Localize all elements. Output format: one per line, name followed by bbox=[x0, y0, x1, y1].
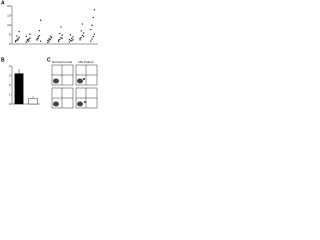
figure: A B C Normal Control MG Patient 05101520… bbox=[1, 0, 98, 109]
data-point bbox=[49, 35, 51, 37]
data-point bbox=[60, 37, 62, 39]
data-point bbox=[80, 30, 82, 32]
data-point bbox=[38, 34, 41, 37]
data-point bbox=[48, 38, 50, 40]
panel-label: B bbox=[1, 57, 5, 63]
data-point bbox=[81, 23, 84, 25]
data-point bbox=[90, 40, 92, 42]
panel-label: C bbox=[47, 57, 51, 63]
data-point bbox=[47, 41, 49, 44]
data-point bbox=[80, 36, 82, 39]
data-point bbox=[93, 33, 96, 36]
data-point bbox=[93, 9, 96, 11]
data-point bbox=[81, 34, 84, 37]
y-tick-label: 10 bbox=[7, 23, 11, 27]
data-point bbox=[68, 38, 71, 41]
data-point bbox=[37, 36, 39, 38]
data-point bbox=[71, 37, 73, 40]
y-tick-label: 1 bbox=[9, 92, 11, 96]
data-point bbox=[49, 38, 51, 41]
data-point bbox=[25, 35, 28, 38]
data-point bbox=[72, 39, 74, 41]
data-point bbox=[29, 37, 31, 39]
data-point bbox=[71, 40, 73, 42]
data-point bbox=[18, 30, 20, 33]
y-tick-label: 15 bbox=[7, 13, 11, 17]
y-tick-label: 3 bbox=[9, 73, 11, 77]
page: A B C Normal Control MG Patient 0 5 10 15 20… bbox=[0, 0, 100, 111]
panel-label: A bbox=[1, 0, 5, 6]
data-point bbox=[61, 34, 63, 36]
y-tick-label: 0 bbox=[9, 102, 11, 106]
bar bbox=[14, 73, 24, 105]
data-point bbox=[28, 38, 30, 40]
data-point bbox=[68, 41, 71, 43]
flow-heading: MG Patient bbox=[78, 60, 93, 64]
data-point bbox=[79, 39, 81, 41]
data-point bbox=[92, 16, 94, 19]
data-point bbox=[90, 28, 92, 31]
data-point bbox=[25, 41, 28, 43]
data-point bbox=[50, 36, 53, 38]
data-point bbox=[26, 39, 29, 41]
data-point bbox=[82, 35, 85, 38]
data-point bbox=[59, 32, 61, 35]
data-point bbox=[39, 19, 42, 21]
y-tick-label: 20 bbox=[7, 4, 11, 8]
data-point bbox=[16, 35, 18, 37]
y-tick-label: 5 bbox=[9, 32, 11, 36]
data-point bbox=[39, 40, 42, 42]
y-tick-label: 4 bbox=[9, 64, 11, 68]
bar bbox=[28, 98, 38, 105]
data-point bbox=[79, 37, 81, 39]
data-point bbox=[28, 40, 30, 43]
data-point bbox=[59, 38, 61, 41]
data-point bbox=[57, 40, 60, 43]
data-point bbox=[69, 39, 72, 42]
data-point bbox=[57, 39, 60, 41]
data-point bbox=[16, 39, 18, 41]
y-tick-label: 0 bbox=[9, 42, 11, 46]
data-point bbox=[17, 39, 19, 41]
data-point bbox=[61, 37, 63, 39]
data-point bbox=[47, 39, 49, 42]
data-point bbox=[17, 37, 19, 40]
data-point bbox=[92, 35, 94, 38]
data-point bbox=[37, 37, 39, 39]
data-point bbox=[38, 30, 41, 32]
data-point bbox=[69, 34, 72, 36]
data-point bbox=[82, 32, 85, 34]
data-point bbox=[18, 36, 20, 39]
data-point bbox=[72, 36, 74, 38]
y-tick-label: 2 bbox=[9, 83, 11, 87]
data-point bbox=[91, 38, 93, 40]
data-point bbox=[14, 40, 17, 42]
data-point bbox=[36, 38, 38, 40]
flow-heading: Normal Control bbox=[52, 60, 73, 64]
data-point bbox=[48, 40, 50, 42]
data-point bbox=[60, 26, 62, 28]
data-point bbox=[91, 24, 93, 27]
data-point bbox=[29, 33, 31, 35]
